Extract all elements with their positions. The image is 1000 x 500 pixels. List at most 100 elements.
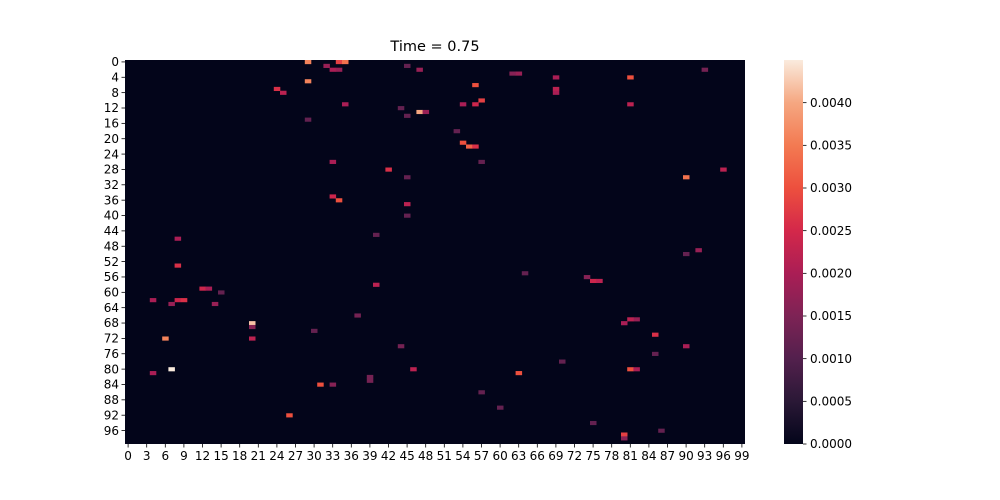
heatmap-cell — [149, 371, 157, 376]
heatmap-cell — [478, 98, 485, 103]
heatmap-cell — [249, 324, 256, 330]
y-tick-label: 88 — [104, 393, 119, 407]
heatmap-cell — [404, 113, 411, 118]
heatmap-cell — [205, 286, 213, 291]
heatmap-cell — [633, 317, 640, 322]
x-tick-label: 90 — [678, 449, 693, 463]
heatmap-cell — [366, 378, 374, 383]
heatmap-cell — [683, 252, 690, 257]
x-tick-label: 51 — [437, 449, 452, 463]
heatmap-cell — [373, 282, 380, 287]
heatmap-cell — [329, 67, 337, 72]
heatmap-cell — [521, 271, 529, 276]
y-tick-label: 76 — [104, 347, 119, 361]
heatmap-cell — [162, 336, 169, 341]
heatmap-cell — [329, 382, 337, 387]
heatmap-cell — [416, 67, 423, 72]
heatmap-cell — [590, 420, 597, 426]
heatmap-cell — [478, 390, 485, 395]
heatmap-cell — [621, 432, 628, 437]
x-tick-label: 48 — [418, 449, 433, 463]
y-tick-label: 64 — [104, 301, 119, 315]
y-tick-label: 56 — [104, 270, 119, 284]
heatmap-cell — [335, 198, 343, 203]
heatmap-cell — [149, 298, 157, 303]
x-tick-label: 27 — [288, 449, 303, 463]
x-tick-label: 96 — [716, 449, 731, 463]
heatmap-cell — [453, 129, 461, 134]
x-tick-label: 15 — [213, 449, 228, 463]
heatmap-cell — [552, 86, 560, 92]
colorbar-tick-label: 0.0000 — [810, 437, 852, 451]
colorbar-ticks: 0.0000 0.0005 0.0010 0.0015 0.0020 0.0025 0.00… — [803, 96, 852, 451]
x-tick-label: 75 — [585, 449, 600, 463]
y-tick-label: 0 — [111, 55, 119, 69]
heatmap-cell — [397, 106, 405, 111]
heatmap-cell — [335, 60, 343, 65]
x-tick-label: 72 — [567, 449, 582, 463]
x-tick-label: 21 — [251, 449, 266, 463]
heatmap-cell — [249, 336, 256, 341]
heatmap-cell — [373, 232, 380, 237]
heatmap-cell — [404, 213, 411, 218]
heatmap-cell — [627, 102, 634, 107]
heatmap-cell — [652, 351, 659, 356]
x-tick-label: 93 — [697, 449, 712, 463]
heatmap-cell — [459, 140, 467, 145]
heatmap-cell — [304, 60, 312, 65]
y-tick-label: 4 — [111, 70, 119, 84]
x-tick-label: 39 — [362, 449, 377, 463]
heatmap-cell — [701, 67, 709, 72]
heatmap-cell — [180, 298, 188, 303]
heatmap-cell — [695, 248, 702, 253]
x-tick-label: 30 — [306, 449, 321, 463]
heatmap-cell — [658, 428, 665, 433]
heatmap-cell — [311, 328, 318, 333]
heatmap-cell — [627, 75, 634, 80]
heatmap-cell — [218, 290, 225, 295]
heatmap-cell — [472, 83, 479, 88]
heatmap-cell — [199, 286, 206, 291]
x-tick-label: 42 — [381, 449, 396, 463]
heatmap-cell — [385, 167, 392, 172]
heatmap-cell — [280, 90, 287, 95]
heatmap-cell — [323, 63, 330, 68]
heatmap-cell — [627, 367, 634, 372]
heatmap-cell — [286, 413, 293, 418]
x-tick-label: 0 — [124, 449, 132, 463]
colorbar-tick-label: 0.0030 — [810, 181, 852, 195]
colorbar: 0.0000 0.0005 0.0010 0.0015 0.0020 0.0025 0.00… — [784, 60, 852, 451]
heatmap-cell — [583, 275, 591, 280]
colorbar-tick-label: 0.0010 — [810, 352, 852, 366]
heatmap-cell — [515, 371, 523, 376]
heatmap-cell — [329, 194, 337, 199]
y-tick-label: 20 — [104, 132, 119, 146]
heatmap-cell — [410, 367, 417, 372]
heatmap-cell — [366, 374, 374, 380]
y-tick-label: 48 — [104, 239, 119, 253]
heatmap-cell — [596, 278, 603, 284]
x-tick-label: 33 — [325, 449, 340, 463]
y-tick-label: 96 — [104, 424, 119, 438]
heatmap-cell — [335, 67, 343, 72]
heatmap-cell — [720, 167, 727, 172]
heatmap-background — [125, 60, 745, 444]
x-tick-label: 45 — [399, 449, 414, 463]
x-tick-label: 69 — [548, 449, 563, 463]
heatmap-cell — [404, 63, 411, 68]
heatmap-cell — [472, 144, 479, 149]
chart-title: Time = 0.75 — [389, 39, 479, 55]
x-tick-label: 6 — [161, 449, 169, 463]
heatmap-cell — [342, 60, 349, 65]
heatmap-cell — [354, 313, 361, 318]
x-tick-label: 99 — [734, 449, 749, 463]
heatmap-cell — [168, 301, 175, 307]
x-tick-label: 24 — [269, 449, 284, 463]
heatmap-cell — [317, 382, 324, 387]
y-tick-label: 84 — [104, 378, 119, 392]
heatmap-cell — [342, 102, 349, 107]
heatmap-cell — [559, 359, 566, 364]
colorbar-tick-label: 0.0005 — [810, 395, 852, 409]
y-tick-label: 12 — [104, 101, 119, 115]
